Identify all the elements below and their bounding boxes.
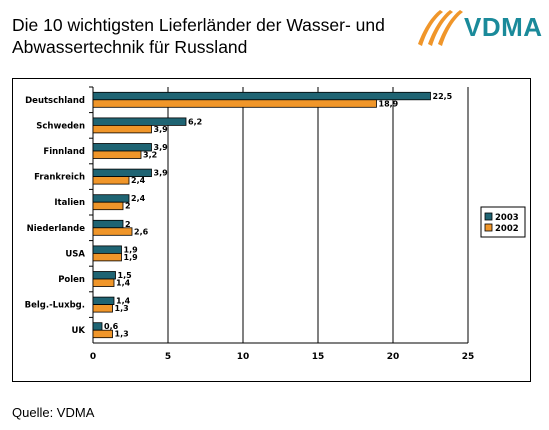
data-label: 22,5 xyxy=(433,92,453,101)
bar-chart: 0 5 10 15 20 25 Deutschland 22,5 18,9 Schweden 6,2… xyxy=(25,86,526,362)
category-label: Italien xyxy=(54,198,85,208)
bar-2002 xyxy=(92,304,113,313)
bar-2002 xyxy=(92,125,152,134)
bar-2002 xyxy=(92,227,133,236)
data-label: 2,6 xyxy=(134,227,149,236)
data-label: 3,9 xyxy=(154,143,169,152)
bar-2002 xyxy=(92,176,130,185)
bar-2003 xyxy=(92,322,103,331)
category-label: Niederlande xyxy=(27,224,86,234)
data-label: 3,9 xyxy=(154,125,169,134)
data-label: 3,2 xyxy=(143,151,157,160)
data-label: 2 xyxy=(125,220,131,229)
legend-swatch-2003 xyxy=(484,212,493,221)
category-label: Belg.-Luxbg. xyxy=(25,301,85,311)
bar-2002 xyxy=(92,99,377,108)
vdma-logo: VDMA xyxy=(410,4,543,50)
legend-swatch-2002 xyxy=(484,223,493,232)
bar-2003 xyxy=(92,296,115,306)
x-tick-label: 5 xyxy=(165,352,171,362)
bar-2002 xyxy=(92,329,113,339)
category-label: Finnland xyxy=(43,147,85,157)
logo-swoosh-icon xyxy=(418,10,463,46)
data-label: 1,4 xyxy=(116,279,131,288)
data-label: 1,5 xyxy=(118,271,133,280)
legend-label: 2003 xyxy=(495,213,519,223)
category-label: Schweden xyxy=(36,121,85,131)
data-label: 1,9 xyxy=(124,245,139,254)
category-label: UK xyxy=(72,326,86,336)
bar-2002 xyxy=(92,278,115,287)
category-label: Frankreich xyxy=(34,173,85,183)
category-label: Polen xyxy=(58,275,85,285)
title-line-1: Die 10 wichtigsten Lieferländer der Wass… xyxy=(12,15,385,35)
data-label: 2 xyxy=(125,202,131,211)
logo-text: VDMA xyxy=(464,12,543,42)
category-label: USA xyxy=(65,249,85,259)
data-label: 2,4 xyxy=(131,176,146,185)
data-label: 18,9 xyxy=(379,99,399,108)
data-label: 1,3 xyxy=(115,330,129,339)
data-label: 3,9 xyxy=(154,169,169,178)
category-label: Deutschland xyxy=(25,96,85,106)
data-label: 0,6 xyxy=(104,322,119,331)
legend-label: 2002 xyxy=(495,224,519,234)
bar-2003 xyxy=(92,194,130,203)
legend-box xyxy=(480,206,526,238)
data-label: 1,3 xyxy=(115,304,129,313)
x-tick-label: 25 xyxy=(462,352,475,362)
x-tick-label: 15 xyxy=(312,352,325,362)
bar-2002 xyxy=(92,252,122,262)
x-tick-label: 20 xyxy=(387,352,400,362)
bar-2003 xyxy=(92,117,187,126)
bar-2002 xyxy=(92,201,124,211)
chart-frame: 0 5 10 15 20 25 Deutschland 22,5 18,9 Schweden 6,2… xyxy=(12,78,531,382)
title-line-2: Abwassertechnik für Russland xyxy=(12,37,248,57)
data-label: 6,2 xyxy=(188,117,202,126)
chart-title: Die 10 wichtigsten Lieferländer der Wass… xyxy=(12,14,412,58)
bar-2002 xyxy=(92,150,142,159)
bar-2003 xyxy=(92,245,122,254)
data-label: 1,4 xyxy=(116,297,131,306)
data-label: 2,4 xyxy=(131,194,146,203)
x-tick-label: 0 xyxy=(90,352,96,362)
x-tick-label: 10 xyxy=(237,352,250,362)
source-note: Quelle: VDMA xyxy=(12,405,95,420)
data-label: 1,9 xyxy=(124,253,139,262)
bar-2003 xyxy=(92,219,124,229)
bar-2003 xyxy=(92,271,116,280)
